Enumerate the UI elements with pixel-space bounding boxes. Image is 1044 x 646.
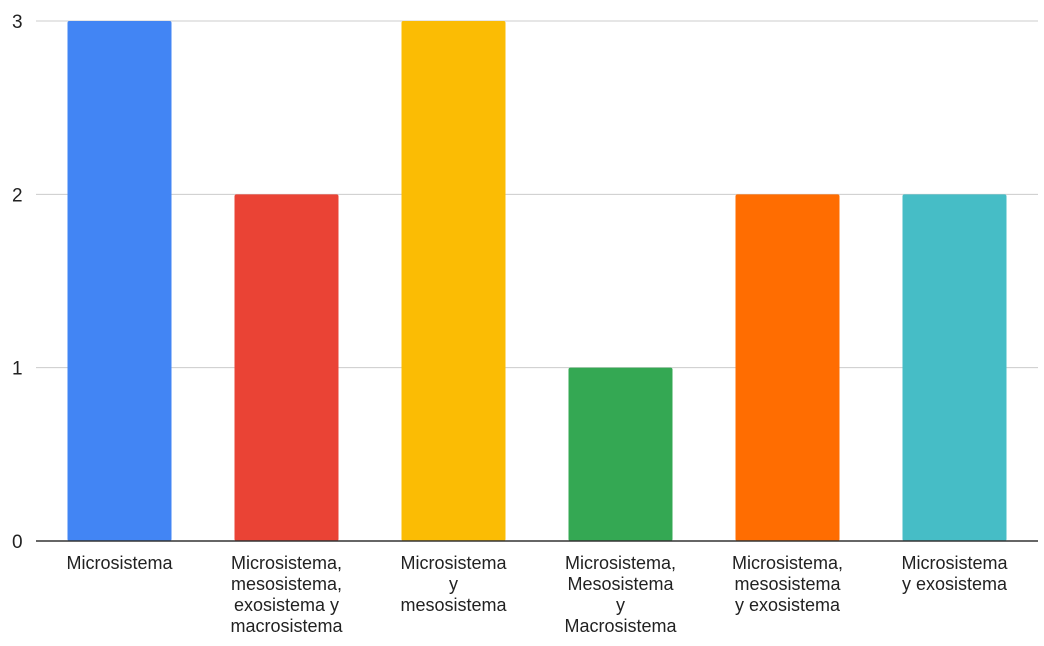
x-category-label-line: Mesosistema — [567, 574, 674, 594]
x-category-label-line: Macrosistema — [564, 616, 677, 636]
bar-5 — [735, 194, 840, 542]
x-category-label-line: Microsistema — [901, 553, 1008, 573]
bar-6 — [902, 194, 1007, 542]
x-category-label-line: Microsistema, — [231, 553, 342, 573]
x-category-labels: Microsistema Microsistema, mesosistema, exo… — [66, 553, 1008, 636]
x-category-label-line: Microsistema, — [732, 553, 843, 573]
y-tick-label-3: 3 — [12, 12, 23, 33]
x-category-label-2: Microsistema, mesosistema, exosistema y mac… — [230, 553, 343, 636]
x-category-label-line: y exosistema — [902, 574, 1008, 594]
bar-3 — [401, 21, 506, 541]
y-tick-label-2: 2 — [12, 185, 23, 206]
x-category-label-line: mesosistema — [400, 595, 507, 615]
bar-1 — [67, 21, 172, 541]
x-category-label-line: y — [616, 595, 625, 615]
x-category-label-line: y — [449, 574, 458, 594]
x-category-label-line: y exosistema — [735, 595, 841, 615]
y-tick-labels: 0 1 2 3 — [12, 12, 23, 553]
x-category-label-5: Microsistema, mesosistema y exosistema — [732, 553, 843, 615]
y-tick-label-1: 1 — [12, 359, 23, 380]
gridlines — [36, 20, 1038, 369]
bar-2 — [234, 194, 339, 542]
x-category-label-6: Microsistema y exosistema — [901, 553, 1008, 594]
bars — [67, 21, 1007, 542]
x-category-label-line: macrosistema — [230, 616, 343, 636]
y-tick-label-0: 0 — [12, 532, 23, 553]
x-category-label-line: Microsistema, — [565, 553, 676, 573]
x-category-label-3: Microsistema y mesosistema — [400, 553, 507, 615]
bar-4 — [568, 367, 673, 541]
x-category-label-line: mesosistema — [734, 574, 841, 594]
x-category-label-4: Microsistema, Mesosistema y Macrosistema — [564, 553, 677, 636]
x-category-label-line: Microsistema — [66, 553, 173, 573]
x-category-label-line: exosistema y — [234, 595, 339, 615]
x-category-label-line: Microsistema — [400, 553, 507, 573]
x-category-label-line: mesosistema, — [231, 574, 342, 594]
x-category-label-1: Microsistema — [66, 553, 173, 573]
